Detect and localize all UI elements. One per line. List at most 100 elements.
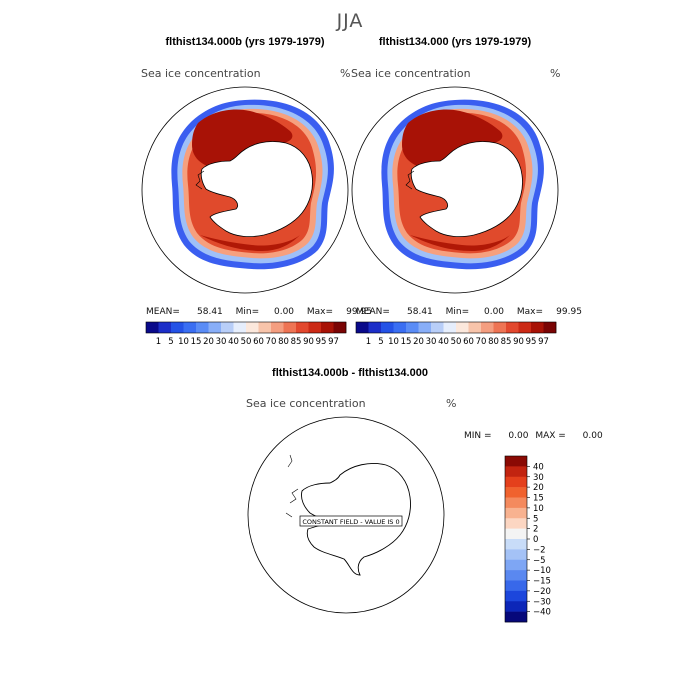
diff-colorbar-swatch	[505, 601, 527, 612]
panel-1-stats: MEAN= 58.41 Min= 0.00 Max= 99.95	[146, 307, 372, 317]
diff-colorbar-swatch	[505, 539, 527, 550]
diff-colorbar-swatch	[505, 570, 527, 581]
diff-colorbar-swatch	[505, 487, 527, 498]
ice-pack-dense	[402, 109, 503, 169]
ice-pack-dense-2	[200, 235, 300, 251]
diff-colorbar-tick-label: −20	[533, 587, 551, 597]
diff-colorbar-swatch	[505, 528, 527, 540]
panel-2-unit: %	[550, 67, 561, 80]
diff-colorbar-swatch	[505, 497, 527, 509]
panel-2-colorbar-swatch	[443, 322, 457, 333]
diff-colorbar-swatch	[505, 580, 527, 592]
diff-colorbar-tick-label: 40	[533, 462, 544, 472]
ice-pack-dense	[192, 109, 293, 169]
season-title: JJA	[336, 10, 364, 32]
panel-2-mean-value: 58.41	[407, 307, 433, 317]
panel-2-colorbar-swatch	[431, 322, 444, 333]
panel-1-colorbar-swatch	[283, 322, 297, 333]
panel-2-colorbar-swatch	[368, 322, 382, 333]
panel-2-colorbar-tick-label: 80	[488, 337, 499, 347]
panel-1-min-label: Min=	[235, 307, 260, 317]
panel-1-colorbar-tick-label: 95	[316, 337, 327, 347]
diff-colorbar-tick-label: −40	[533, 608, 551, 618]
panel-2-colorbar-tick-label: 10	[388, 337, 399, 347]
panel-2-colorbar-swatch	[381, 322, 394, 333]
panel-2-colorbar-swatch	[518, 322, 532, 333]
panel-1-mean-label: MEAN=	[146, 307, 180, 317]
diff-colorbar-tick-label: 15	[533, 494, 544, 504]
panel-1-colorbar-tick-label: 90	[303, 337, 314, 347]
panel-1-colorbar-swatch	[183, 322, 197, 333]
panel-2-colorbar-tick-label: 60	[463, 337, 474, 347]
panel-1-title: flthist134.000b (yrs 1979-1979)	[165, 36, 325, 48]
panel-2-colorbar-swatch	[481, 322, 494, 333]
panel-2-variable-label: Sea ice concentration	[351, 67, 471, 80]
panel-1-variable-label: Sea ice concentration	[141, 67, 261, 80]
diff-min-value: 0.00	[508, 431, 529, 441]
panel-1-min-value: 0.00	[273, 307, 295, 317]
panel-1-colorbar-swatch	[321, 322, 334, 333]
panel-1-colorbar-swatch	[146, 322, 159, 333]
panel-2-polar-map	[351, 86, 559, 294]
panel-1-colorbar-swatch	[258, 322, 272, 333]
panel-1-colorbar-tick-label: 60	[253, 337, 264, 347]
panel-1-colorbar-swatch	[221, 322, 234, 333]
diff-unit: %	[446, 397, 457, 410]
panel-1-max-value: 99.95	[346, 307, 372, 317]
diff-colorbar-swatch	[505, 549, 527, 561]
panel-1-colorbar-swatch	[233, 322, 247, 333]
diff-stats: MIN = 0.00 MAX = 0.00	[464, 431, 603, 441]
diff-colorbar-tick-label: −5	[533, 556, 546, 566]
panel-1-unit: %	[340, 67, 351, 80]
panel-2-colorbar-tick-label: 20	[413, 337, 424, 347]
panel-1-colorbar-tick-label: 1	[156, 337, 161, 347]
ice-pack-dense-2	[410, 235, 510, 251]
diff-colorbar-swatch	[505, 611, 527, 623]
panel-2-colorbar-swatch	[531, 322, 544, 333]
diff-colorbar-swatch	[505, 466, 527, 478]
panel-1-polar-map	[141, 86, 349, 294]
diff-variable-label: Sea ice concentration	[246, 397, 366, 410]
panel-2-colorbar-swatch	[456, 322, 469, 333]
panel-2-colorbar: 1 5 10 15 20 30 40 50 60 70 80 85 90 95 97	[355, 321, 557, 347]
panel-2-min-label: Min=	[445, 307, 470, 317]
panel-2-colorbar-tick-label: 50	[451, 337, 462, 347]
panel-2-colorbar-swatch	[493, 322, 507, 333]
diff-colorbar-tick-label: −2	[533, 545, 546, 555]
panel-2-max-value: 99.95	[556, 307, 582, 317]
antarctica-outline	[301, 463, 411, 576]
diff-colorbar-tick-label: 5	[533, 514, 538, 524]
panel-2-colorbar-tick-label: 95	[526, 337, 537, 347]
panel-1-max-label: Max=	[306, 307, 334, 317]
panel-2-colorbar-swatch	[406, 322, 419, 333]
diff-colorbar-tick-label: 0	[533, 535, 538, 545]
diff-max-label: MAX =	[535, 431, 566, 441]
diff-colorbar-tick-label: 2	[533, 525, 538, 535]
diff-colorbar-swatch	[505, 518, 527, 529]
diff-colorbar-tick-label: −30	[533, 597, 551, 607]
panel-2-colorbar-swatch	[468, 322, 482, 333]
panel-1-colorbar-tick-label: 40	[228, 337, 239, 347]
panel-1-colorbar-tick-label: 70	[266, 337, 277, 347]
panel-2-colorbar-swatch	[418, 322, 432, 333]
panel-1-colorbar-tick-label: 85	[291, 337, 302, 347]
panel-1-colorbar-swatch	[158, 322, 172, 333]
diff-min-label: MIN =	[464, 431, 492, 441]
diff-colorbar-tick-label: −15	[533, 577, 551, 587]
panel-2-colorbar-tick-label: 1	[366, 337, 371, 347]
panel-1-colorbar-tick-label: 30	[216, 337, 227, 347]
antarctica-landmass	[200, 141, 313, 238]
panel-2-colorbar-swatch	[356, 322, 369, 333]
diff-polar-map: CONSTANT FIELD - VALUE IS 0	[247, 416, 445, 614]
panel-1-colorbar-swatch	[333, 322, 347, 333]
diff-colorbar-swatch	[505, 590, 527, 602]
panel-2-colorbar-tick-label: 5	[378, 337, 383, 347]
panel-2-mean-label: MEAN=	[356, 307, 390, 317]
panel-1-colorbar-tick-label: 15	[191, 337, 202, 347]
panel-1-colorbar-tick-label: 20	[203, 337, 214, 347]
panel-1-colorbar: 1 5 10 15 20 30 40 50 60 70 80 85 90 95 97	[145, 321, 347, 347]
panel-2-colorbar-tick-label: 90	[513, 337, 524, 347]
diff-colorbar-tick-label: −10	[533, 566, 551, 576]
diff-title: flthist134.000b - flthist134.000	[272, 367, 428, 379]
